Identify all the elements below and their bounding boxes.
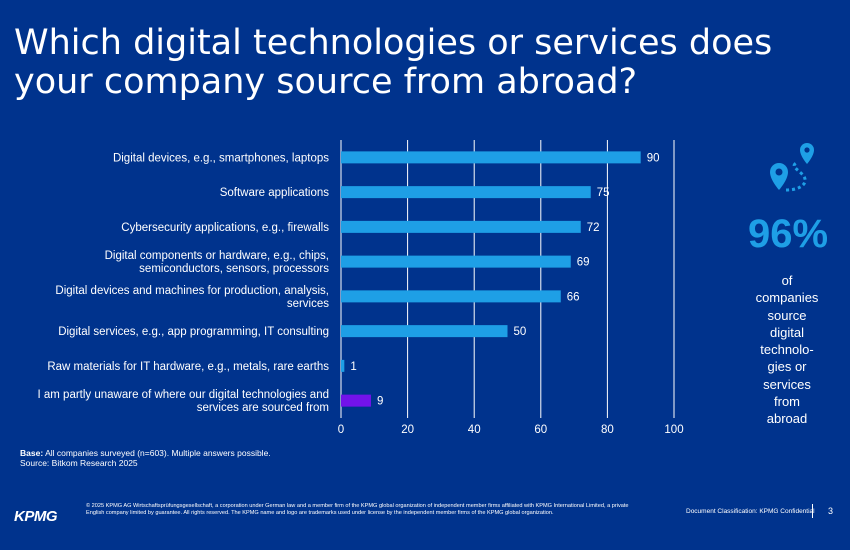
category-label-line: I am partly unaware of where our digital…: [37, 389, 329, 401]
category-label: Raw materials for IT hardware, e.g., met…: [47, 361, 329, 373]
kpmg-logo: KPMG: [14, 508, 58, 525]
value-label: 72: [587, 222, 600, 234]
value-label: 1: [350, 361, 356, 373]
stat-text-line: source: [767, 307, 807, 323]
page-title: Which digital technologies or services d…: [14, 23, 773, 102]
stat-text-line: abroad: [766, 411, 808, 427]
stat-text-line: gies or: [767, 359, 807, 375]
chart-value-labels: 90 75 72 69 66 50 1 9: [350, 152, 659, 407]
category-label-line: Digital devices, e.g., smartphones, lapt…: [113, 152, 329, 164]
x-tick-label: 20: [401, 424, 414, 436]
bar: [341, 186, 591, 199]
category-label-line: Digital services, e.g., app programming,…: [58, 326, 329, 338]
legal-notice: © 2025 KPMG AG Wirtschaftsprüfungsgesell…: [86, 503, 629, 517]
bar: [341, 394, 371, 407]
map-route-icon: [756, 138, 820, 202]
category-label: Cybersecurity applications, e.g., firewa…: [121, 222, 329, 234]
stat-text-line: of: [781, 273, 793, 288]
category-label-line: semiconductors, sensors, processors: [139, 263, 329, 275]
footer-divider: [812, 504, 813, 518]
bar: [341, 325, 508, 338]
category-label-line: services: [287, 298, 329, 310]
value-label: 50: [514, 326, 527, 338]
x-tick-label: 40: [468, 424, 481, 436]
category-label-line: Raw materials for IT hardware, e.g., met…: [47, 361, 329, 373]
source-label: Source:: [20, 458, 50, 468]
source-text: Bitkom Research 2025: [51, 458, 138, 468]
category-label: Software applications: [220, 187, 330, 199]
chart-category-labels: Digital devices, e.g., smartphones, lapt…: [37, 152, 329, 414]
value-label: 69: [577, 257, 590, 269]
x-tick-label: 80: [601, 424, 614, 436]
stat-percentage: 96%: [747, 212, 829, 256]
category-label-line: Cybersecurity applications, e.g., firewa…: [121, 222, 329, 234]
category-label: Digital services, e.g., app programming,…: [58, 326, 329, 338]
category-label-line: services are sourced from: [197, 402, 329, 414]
stat-description: of companies source digital technolo-gies or…: [742, 272, 832, 428]
category-label: Digital devices and machines for product…: [55, 285, 329, 310]
category-label: I am partly unaware of where our digital…: [37, 389, 329, 414]
stat-text-line: technolo-: [760, 342, 814, 358]
document-classification: Document Classification: KPMG Confidenti…: [686, 508, 815, 515]
base-text: All companies surveyed (n=603). Multiple…: [45, 448, 271, 458]
bar: [341, 290, 561, 303]
category-label-line: Digital devices and machines for product…: [55, 285, 329, 297]
chart-x-ticks: 0 20 40 60 80 100: [338, 424, 684, 436]
page-number: 3: [828, 506, 834, 516]
value-label: 9: [377, 396, 383, 408]
stat-text-line: services: [763, 376, 811, 392]
chart-grid: [340, 140, 675, 418]
bar: [341, 255, 571, 268]
stat-text-line: digital: [770, 324, 804, 340]
value-label: 90: [647, 152, 660, 164]
chart-footnote: Base: All companies surveyed (n=603). Mu…: [20, 448, 271, 468]
category-label: Digital components or hardware, e.g., ch…: [105, 250, 330, 275]
category-label-line: Digital components or hardware, e.g., ch…: [105, 250, 329, 262]
bar: [341, 151, 641, 164]
bar: [341, 359, 345, 372]
bar: [341, 220, 581, 233]
category-label: Digital devices, e.g., smartphones, lapt…: [113, 152, 329, 164]
category-label-line: Software applications: [220, 187, 330, 199]
base-label: Base:: [20, 448, 44, 458]
stat-text-line: from: [774, 394, 800, 410]
x-tick-label: 60: [534, 424, 547, 436]
x-tick-label: 100: [664, 424, 683, 436]
stat-text-line: companies: [755, 290, 819, 306]
value-label: 66: [567, 291, 580, 303]
x-tick-label: 0: [338, 424, 344, 436]
value-label: 75: [597, 187, 610, 199]
chart-bars: [341, 151, 641, 407]
